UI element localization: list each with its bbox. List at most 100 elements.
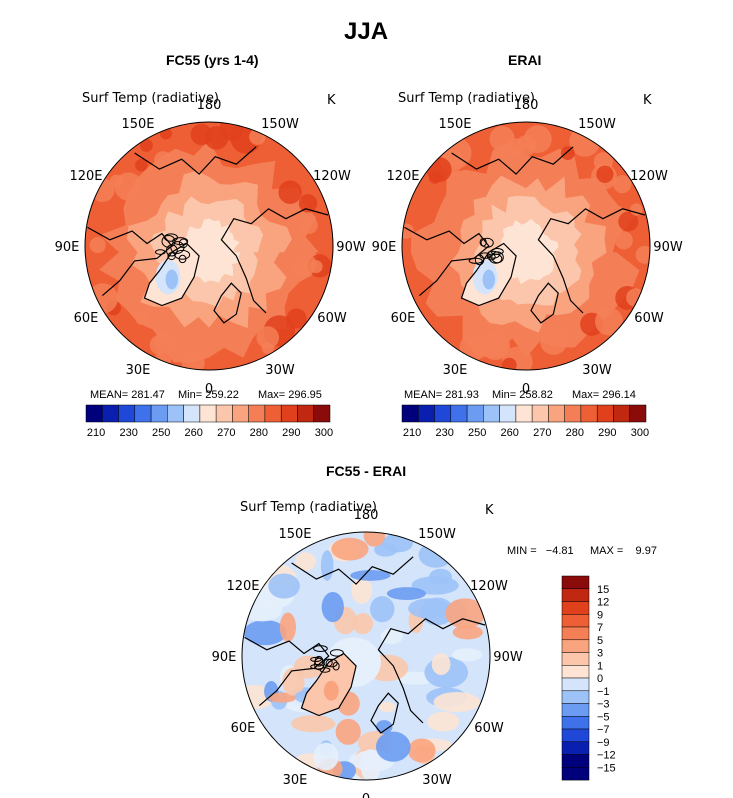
field-patch (154, 331, 177, 354)
lon-label-90W: 90W (336, 240, 366, 255)
colorbar-box (215, 404, 233, 423)
field-patch (420, 597, 455, 626)
lon-label-150W: 150W (418, 527, 456, 542)
colorbar-tick-label: 210 (87, 427, 105, 439)
field-patch (268, 692, 297, 703)
field-patch (351, 577, 373, 604)
coastline-island (178, 254, 187, 264)
lon-label-120E: 120E (69, 169, 102, 184)
coastline-scandinavia (370, 692, 399, 734)
colorbar-box (596, 404, 614, 423)
field-patch (243, 620, 287, 646)
field-patch (540, 327, 568, 355)
lon-label-150E: 150E (278, 527, 311, 542)
field-patch (360, 749, 381, 780)
lon-label-0: 0 (522, 382, 530, 397)
colorbar-tick-label: −12 (597, 750, 616, 762)
lon-label-30E: 30E (443, 363, 468, 378)
field-patch (630, 203, 643, 216)
lon-label-90E: 90E (212, 650, 237, 665)
lon-label-120W: 120W (630, 169, 668, 184)
coastline-eurasia (537, 208, 646, 314)
field-patch (363, 532, 385, 547)
colorbar-box (85, 404, 103, 423)
coastline-greenland (300, 652, 357, 717)
colorbar-box (466, 404, 484, 423)
field-patch (486, 334, 511, 358)
coastline-island (161, 235, 176, 248)
colorbar-box (401, 404, 419, 423)
field-patch (429, 568, 452, 586)
polar-map-0: 180 150E 120E 90E 60E 30E 0 30W 60W 90W 120W 150W (55, 98, 366, 397)
field-patch (335, 718, 361, 745)
colorbar-box (561, 639, 590, 653)
coastline-eurasia (220, 208, 329, 314)
colorbar-box (150, 404, 168, 423)
field-patch (427, 711, 460, 732)
field-patch (614, 231, 633, 250)
colorbar-box (561, 588, 590, 602)
field-patch (445, 598, 486, 629)
colorbar-box (561, 754, 590, 768)
field-patch (523, 125, 552, 154)
field-patch (352, 613, 374, 635)
stat-min-erai: Min= 258.82 (492, 389, 553, 401)
colorbar-tick-label: 210 (403, 427, 421, 439)
field-patch (279, 612, 296, 642)
field-patch (459, 333, 487, 361)
colorbar-tick-label: 230 (120, 427, 138, 439)
lon-label-30E: 30E (126, 363, 151, 378)
colorbar-tick-label: 15 (597, 584, 609, 596)
colorbar-tick-label: 0 (597, 673, 603, 685)
field-patch (431, 653, 451, 676)
colorbar-box (248, 404, 266, 423)
colorbar-box (561, 575, 590, 590)
colorbar-box (450, 404, 468, 423)
colorbar-box (613, 404, 631, 423)
colorbar-tick-label: 280 (566, 427, 584, 439)
field-patch (268, 573, 300, 599)
field-patch (219, 122, 244, 141)
coastline-island (468, 257, 483, 264)
units-label-erai: K (643, 93, 652, 108)
colorbar-tick-label: 1 (597, 660, 603, 672)
variable-label-diff: Surf Temp (radiative) (240, 500, 378, 515)
field-patch (256, 326, 280, 349)
colorbar-box (629, 404, 647, 423)
colorbar-tick-label: 300 (315, 427, 333, 439)
map-field (85, 122, 333, 370)
field-patch (375, 731, 411, 762)
field-patch (380, 628, 403, 645)
colorbar-tick-label: 260 (185, 427, 203, 439)
field-patch (114, 172, 143, 201)
colorbar-tick-label: 7 (597, 622, 603, 634)
colorbar-tick-label: 290 (282, 427, 300, 439)
colorbar-box (280, 404, 298, 423)
field-patch (282, 667, 305, 696)
lon-label-90E: 90E (372, 240, 397, 255)
stat-max-diff: MAX = 9.97 (590, 545, 657, 557)
lon-label-150E: 150E (438, 117, 471, 132)
stat-mean-erai: MEAN= 281.93 (404, 389, 479, 401)
map-boundary (84, 121, 334, 371)
map-field (242, 532, 490, 780)
colorbar-tick-label: 250 (152, 427, 170, 439)
colorbar-tick-label: 3 (597, 648, 603, 660)
coastline-island (332, 661, 340, 671)
lon-label-0: 0 (362, 792, 370, 798)
field-patch (596, 165, 614, 183)
lon-label-180: 180 (354, 508, 379, 523)
field-patch (350, 570, 391, 581)
colorbar-tick-label: 250 (468, 427, 486, 439)
map-boundary (241, 531, 491, 781)
lon-label-120W: 120W (313, 169, 351, 184)
colorbar-tick-label: −3 (597, 699, 610, 711)
colorbar-box (167, 404, 184, 423)
colorbar-box (531, 404, 549, 423)
lon-label-30W: 30W (265, 363, 295, 378)
colorbar-tick-label: 280 (250, 427, 268, 439)
field-patch (242, 599, 283, 622)
units-label-diff: K (485, 503, 494, 518)
field-patch (135, 158, 148, 172)
panel-title-fc55: FC55 (yrs 1-4) (166, 52, 259, 68)
